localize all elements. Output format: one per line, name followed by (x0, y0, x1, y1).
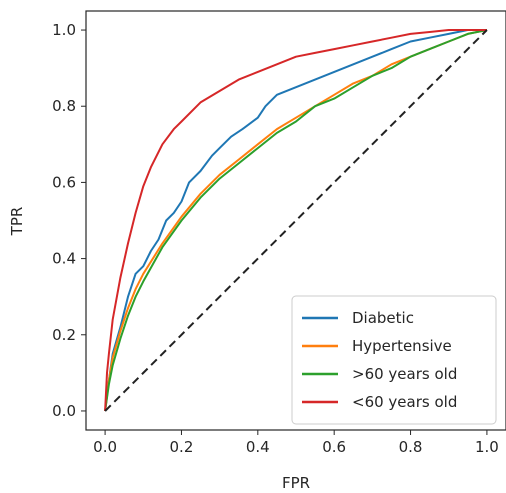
y-tick-label: 1.0 (52, 21, 76, 39)
x-tick-label: 0.8 (399, 438, 423, 456)
x-tick-label: 0.0 (93, 438, 117, 456)
x-tick-label: 0.2 (170, 438, 194, 456)
x-axis-ticks: 0.0 0.2 0.4 0.6 0.8 1.0 (93, 430, 499, 456)
diagonal-reference-line (104, 29, 488, 412)
y-tick-label: 0.4 (52, 250, 76, 268)
series-line (104, 29, 487, 412)
plot-area (104, 29, 488, 412)
x-tick-label: 0.6 (322, 438, 346, 456)
series-line (104, 29, 487, 412)
legend-box (291, 295, 497, 425)
series-line (104, 29, 488, 412)
y-tick-label: 0.0 (52, 402, 76, 420)
y-axis-label: TPR (8, 207, 26, 237)
y-tick-label: 0.6 (52, 173, 76, 191)
y-axis-ticks: 0.0 0.2 0.4 0.6 0.8 1.0 (52, 21, 86, 420)
x-axis-label: FPR (282, 474, 310, 492)
x-tick-label: 0.4 (246, 438, 270, 456)
y-tick-label: 0.8 (52, 97, 76, 115)
x-tick-label: 1.0 (475, 438, 499, 456)
y-tick-label: 0.2 (52, 326, 76, 344)
legend: Diabetic Hypertensive >60 years old <60 yea… (291, 295, 497, 425)
legend-label: >60 years old (352, 365, 457, 383)
legend-label: Hypertensive (352, 337, 452, 355)
legend-label: Diabetic (352, 309, 414, 327)
axes-frame (85, 10, 506, 431)
legend-label: <60 years old (352, 393, 457, 411)
